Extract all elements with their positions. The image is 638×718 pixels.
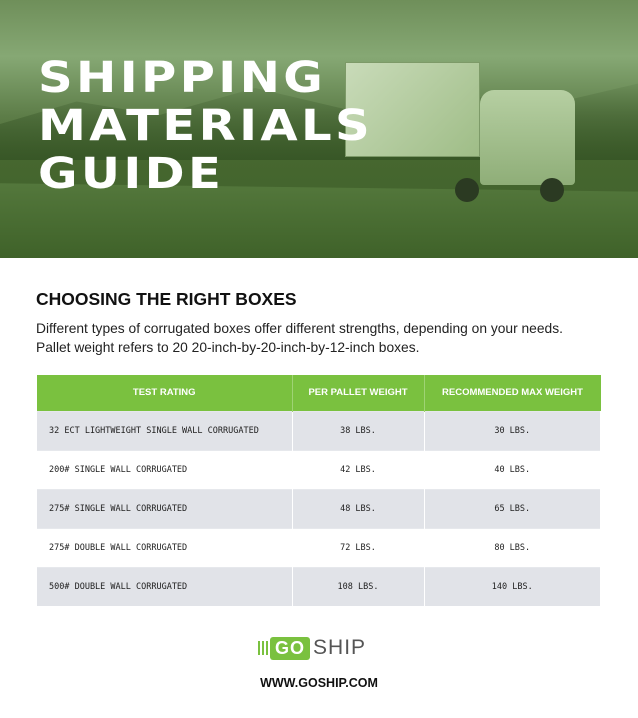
box-table: TEST RATING PER PALLET WEIGHT RECOMMENDE…	[37, 375, 601, 606]
goship-logo: GO SHIP	[258, 636, 366, 660]
col-per-pallet-weight: PER PALLET WEIGHT	[292, 375, 425, 411]
col-recommended-max-weight: RECOMMENDED MAX WEIGHT	[424, 375, 601, 411]
table-cell: 80 LBS.	[424, 527, 601, 567]
table-cell: 500# DOUBLE WALL CORRUGATED	[37, 566, 293, 606]
title-line: MATERIALS	[38, 101, 374, 151]
table-row: 275# SINGLE WALL CORRUGATED 48 LBS. 65 LBS…	[37, 488, 601, 528]
truck-trailer	[345, 62, 480, 157]
logo-go: GO	[270, 636, 311, 660]
table-header: TEST RATING PER PALLET WEIGHT RECOMMENDE…	[37, 375, 601, 411]
wheel	[455, 178, 479, 202]
title-line: SHIPPING	[38, 53, 327, 103]
table-cell: 30 LBS.	[424, 410, 601, 450]
intro-text: Different types of corrugated boxes offe…	[36, 319, 616, 357]
intro-line: Pallet weight refers to 20 20-inch-by-20…	[36, 340, 420, 355]
highway	[0, 183, 638, 258]
title-line: GUIDE	[38, 149, 225, 199]
table-cell: 42 LBS.	[292, 449, 425, 489]
section-heading: CHOOSING THE RIGHT BOXES	[36, 289, 297, 309]
hero-banner: SHIPPING MATERIALS GUIDE	[0, 0, 638, 258]
wheel	[540, 178, 564, 202]
table-cell: 40 LBS.	[424, 449, 601, 489]
table-cell: 140 LBS.	[424, 566, 601, 606]
table-cell: 108 LBS.	[292, 566, 425, 606]
table-cell: 48 LBS.	[292, 488, 425, 528]
page-title: SHIPPING MATERIALS GUIDE	[38, 54, 373, 198]
table-row: 32 ECT LIGHTWEIGHT SINGLE WALL CORRUGATE…	[37, 410, 601, 450]
table-row: 275# DOUBLE WALL CORRUGATED 72 LBS. 80 LBS…	[37, 527, 601, 567]
table-cell: 65 LBS.	[424, 488, 601, 528]
col-test-rating: TEST RATING	[37, 375, 293, 411]
table-cell: 275# DOUBLE WALL CORRUGATED	[37, 527, 293, 567]
logo-ship: SHIP	[313, 636, 367, 659]
table-cell: 38 LBS.	[292, 410, 425, 450]
truck-cab	[480, 90, 575, 185]
table-cell: 200# SINGLE WALL CORRUGATED	[37, 449, 293, 489]
table-row: 200# SINGLE WALL CORRUGATED 42 LBS. 40 LBS…	[37, 449, 601, 489]
speed-bars-icon	[258, 641, 268, 655]
website-url[interactable]: WWW.GOSHIP.COM	[260, 676, 378, 690]
table-row: 500# DOUBLE WALL CORRUGATED 108 LBS. 140 L…	[37, 566, 601, 606]
table-cell: 32 ECT LIGHTWEIGHT SINGLE WALL CORRUGATE…	[37, 410, 293, 450]
intro-line: Different types of corrugated boxes offe…	[36, 321, 563, 336]
table-cell: 72 LBS.	[292, 527, 425, 567]
table-cell: 275# SINGLE WALL CORRUGATED	[37, 488, 293, 528]
